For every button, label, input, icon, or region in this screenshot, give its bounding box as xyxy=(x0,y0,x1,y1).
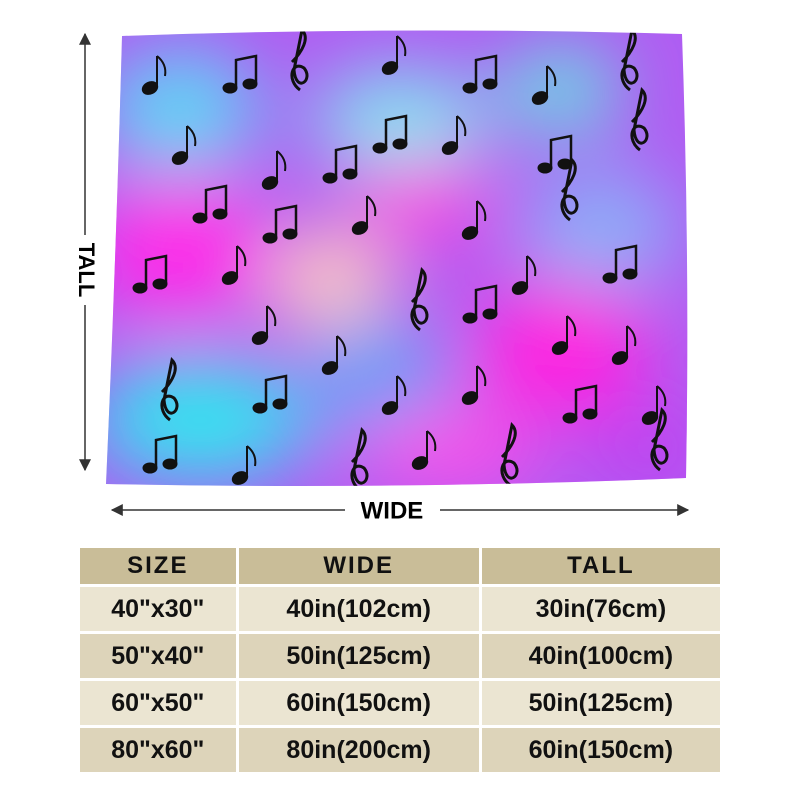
music-note xyxy=(396,375,407,397)
music-note xyxy=(462,82,478,94)
music-note xyxy=(456,115,467,137)
music-note xyxy=(336,335,347,357)
music-note xyxy=(372,142,388,154)
music-note xyxy=(537,162,553,174)
music-note xyxy=(392,138,408,150)
music-note xyxy=(192,212,208,224)
music-note xyxy=(222,82,238,94)
table-cell: SIZE xyxy=(80,548,239,584)
music-note xyxy=(160,356,179,422)
music-note xyxy=(350,426,369,486)
wide-label: WIDE xyxy=(361,497,424,524)
table-row: 50"x40" 50in(125cm) 40in(100cm) xyxy=(80,634,720,678)
music-note xyxy=(156,55,167,77)
music-note xyxy=(566,315,577,337)
music-note xyxy=(650,406,669,472)
music-note xyxy=(560,156,579,222)
music-note xyxy=(342,168,358,180)
music-note xyxy=(290,30,309,92)
music-note xyxy=(142,462,158,474)
music-note xyxy=(622,268,638,280)
music-note xyxy=(476,200,487,222)
music-note xyxy=(152,278,168,290)
music-note xyxy=(212,208,228,220)
music-note xyxy=(602,272,618,284)
table-cell: 60"x50" xyxy=(80,681,239,725)
table-row: SIZE WIDE TALL xyxy=(80,548,720,584)
table-cell: WIDE xyxy=(238,548,482,584)
music-note xyxy=(234,54,258,87)
music-note xyxy=(366,195,377,217)
music-note xyxy=(132,282,148,294)
table-cell: 80in(200cm) xyxy=(238,728,482,772)
table-row: 80"x60" 80in(200cm) 60in(150cm) xyxy=(80,728,720,772)
blanket-illustration: TALL WIDE xyxy=(74,30,690,525)
table-cell: 60in(150cm) xyxy=(238,681,482,725)
music-note xyxy=(482,308,498,320)
music-note xyxy=(546,65,557,87)
music-note xyxy=(334,144,358,177)
music-note xyxy=(630,86,649,152)
music-note xyxy=(162,458,178,470)
music-note xyxy=(500,421,519,486)
table-cell: 40in(100cm) xyxy=(481,634,720,678)
table-cell: 40in(102cm) xyxy=(238,587,482,631)
size-table: SIZE WIDE TALL 40"x30" 40in(102cm) 30in(76cm)… xyxy=(80,545,720,775)
music-note xyxy=(474,54,498,87)
music-note xyxy=(474,284,498,317)
table-cell: 50"x40" xyxy=(80,634,239,678)
blanket xyxy=(106,30,688,486)
music-note xyxy=(262,232,278,244)
music-note xyxy=(186,125,197,147)
music-note xyxy=(246,445,257,467)
music-note xyxy=(144,254,168,287)
music-note xyxy=(264,374,288,407)
music-note xyxy=(274,204,298,237)
music-note xyxy=(526,255,537,277)
music-note xyxy=(266,305,277,327)
table-cell: TALL xyxy=(481,548,720,584)
music-note xyxy=(614,244,638,277)
music-note xyxy=(482,78,498,90)
music-note xyxy=(276,150,287,172)
music-note xyxy=(242,78,258,90)
music-note xyxy=(236,245,247,267)
music-note xyxy=(574,384,598,417)
music-note xyxy=(384,114,408,147)
music-note xyxy=(154,434,178,467)
music-note xyxy=(272,398,288,410)
table-cell: 80"x60" xyxy=(80,728,239,772)
music-note xyxy=(282,228,298,240)
music-note xyxy=(549,134,573,167)
table-cell: 40"x30" xyxy=(80,587,239,631)
table-row: 40"x30" 40in(102cm) 30in(76cm) xyxy=(80,587,720,631)
table-cell: 30in(76cm) xyxy=(481,587,720,631)
music-note xyxy=(396,35,407,57)
table-row: 60"x50" 60in(150cm) 50in(125cm) xyxy=(80,681,720,725)
music-note xyxy=(562,412,578,424)
music-note xyxy=(582,408,598,420)
music-note xyxy=(620,30,639,92)
music-note xyxy=(426,430,437,452)
music-note xyxy=(204,184,228,217)
table-cell: 60in(150cm) xyxy=(481,728,720,772)
music-note xyxy=(252,402,268,414)
music-note xyxy=(656,385,667,407)
music-note xyxy=(626,325,637,347)
music-note xyxy=(410,266,429,332)
music-note xyxy=(476,365,487,387)
table-cell: 50in(125cm) xyxy=(481,681,720,725)
table-cell: 50in(125cm) xyxy=(238,634,482,678)
tall-label: TALL xyxy=(74,243,99,298)
music-note xyxy=(462,312,478,324)
music-note xyxy=(322,172,338,184)
